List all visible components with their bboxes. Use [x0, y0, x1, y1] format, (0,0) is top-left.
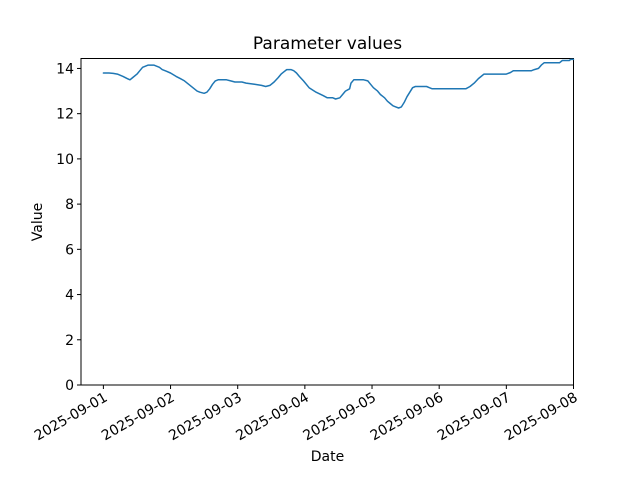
x-tick-label: 2025-09-04	[233, 390, 312, 445]
y-tick-label: 10	[56, 152, 74, 168]
x-tick-label: 2025-09-01	[32, 390, 110, 445]
chart-title: Parameter values	[252, 34, 403, 54]
y-tick-label: 14	[56, 61, 74, 77]
x-tick-label: 2025-09-05	[301, 390, 379, 445]
y-tick-label: 2	[65, 333, 74, 349]
axes-frame	[80, 58, 574, 386]
x-tick-label: 2025-09-07	[435, 390, 513, 445]
x-tick-label: 2025-09-06	[368, 390, 447, 445]
x-tick-label: 2025-09-03	[166, 390, 244, 445]
y-tick-label: 12	[56, 107, 74, 123]
x-tick-label: 2025-09-02	[99, 390, 177, 445]
x-axis-label: Date	[310, 449, 345, 465]
data-series-line	[102, 58, 575, 109]
y-tick-label: 6	[65, 242, 74, 258]
x-tick-label: 2025-09-08	[502, 390, 580, 445]
y-tick-label: 4	[65, 288, 74, 304]
y-axis-label: Value	[30, 202, 46, 242]
y-tick-label: 8	[65, 197, 74, 213]
y-tick-label: 0	[65, 378, 74, 394]
